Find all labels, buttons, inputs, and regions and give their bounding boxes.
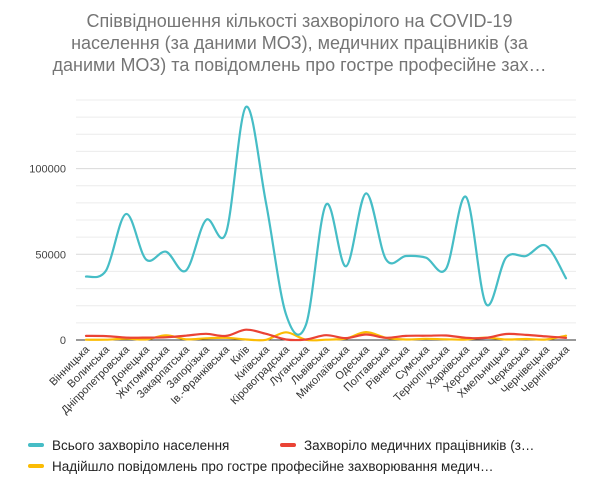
legend-item-occupational-reports[interactable]: Надійшло повідомлень про гостре професій… (28, 457, 494, 475)
legend-swatch-medical-workers (280, 443, 296, 447)
series-line-medical-workers (84, 328, 568, 342)
legend-swatch-total-population (28, 443, 44, 447)
legend-swatch-occupational-reports (28, 464, 44, 468)
y-tick-label: 0 (60, 335, 66, 347)
y-tick-label: 50000 (35, 249, 66, 261)
legend-label-medical-workers: Захворіло медичних працівників (з… (304, 437, 535, 453)
chart-title-line-1: Співвідношення кількості захворілого на … (86, 11, 513, 31)
legend-item-medical-workers[interactable]: Захворіло медичних працівників (з… (280, 436, 534, 454)
y-tick-label: 100000 (29, 164, 66, 176)
series-line-total-population (84, 105, 568, 336)
legend-item-total-population[interactable]: Всього захворіло населення (28, 436, 229, 454)
legend-label-total-population: Всього захворіло населення (52, 437, 230, 453)
chart-title-line-3: даними МОЗ) та повідомлень про гостре пр… (52, 55, 547, 75)
legend-label-occupational-reports: Надійшло повідомлень про гостре професій… (52, 458, 494, 474)
chart-title-line-2: населення (за даними МОЗ), медичних прац… (71, 33, 528, 53)
